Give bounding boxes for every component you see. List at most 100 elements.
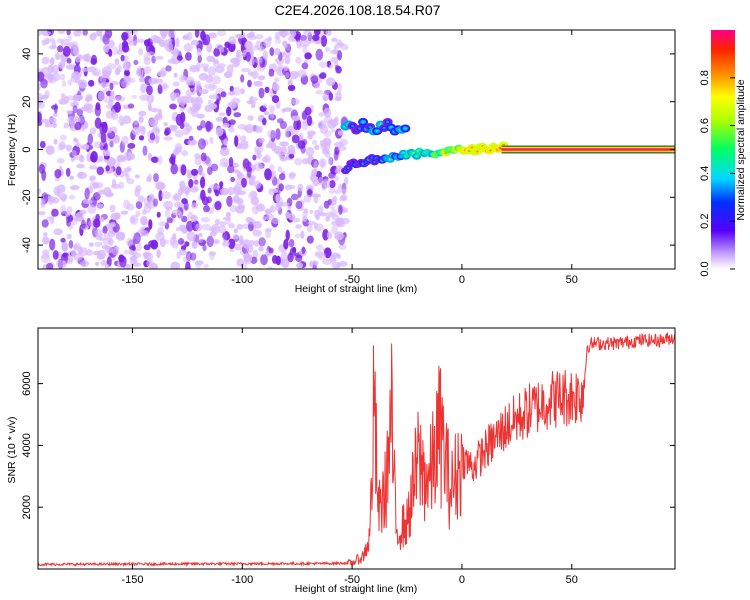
x-tick-label: -150: [121, 574, 143, 586]
noise-speckle: [45, 145, 55, 156]
noise-speckle: [334, 168, 341, 174]
noise-speckle: [133, 59, 139, 66]
noise-speckle: [64, 95, 69, 104]
noise-speckle: [248, 239, 255, 246]
noise-speckle: [334, 231, 344, 241]
noise-speckle: [46, 196, 56, 203]
noise-speckle: [228, 127, 235, 133]
noise-speckle: [245, 51, 251, 62]
noise-speckle: [301, 62, 309, 70]
noise-speckle: [134, 187, 140, 198]
noise-speckle: [227, 164, 235, 174]
noise-speckle: [250, 196, 259, 206]
noise-speckle: [258, 137, 265, 143]
noise-speckle: [158, 189, 163, 202]
noise-speckle: [76, 163, 85, 169]
noise-speckle: [313, 160, 318, 171]
snr-frame: [37, 327, 676, 570]
noise-speckle: [148, 77, 158, 85]
branch-blob: [388, 158, 392, 161]
x-tick-label: -50: [344, 574, 360, 586]
noise-speckle: [142, 219, 149, 226]
noise-speckle: [200, 152, 207, 162]
noise-speckle: [74, 242, 81, 250]
noise-speckle: [199, 63, 210, 69]
noise-speckle: [105, 165, 110, 172]
noise-speckle: [68, 240, 74, 249]
noise-speckle: [175, 113, 183, 126]
frequency-branches: [340, 117, 675, 175]
noise-speckle: [237, 190, 246, 195]
noise-speckle: [189, 186, 199, 193]
colorbar-tick-label: 0.8: [699, 70, 711, 85]
noise-speckle: [104, 245, 114, 254]
noise-speckle: [291, 115, 301, 122]
noise-speckle: [223, 233, 231, 241]
noise-speckle: [102, 33, 110, 45]
noise-speckle: [99, 122, 108, 128]
noise-speckle: [80, 219, 86, 229]
noise-speckle: [302, 30, 312, 36]
noise-speckle: [269, 47, 275, 56]
noise-speckle: [44, 90, 50, 99]
noise-speckle: [92, 182, 100, 189]
noise-speckle: [66, 58, 72, 64]
noise-speckle: [97, 91, 105, 101]
noise-speckle: [339, 196, 347, 202]
noise-speckle: [198, 72, 209, 81]
noise-speckle: [121, 135, 129, 145]
noise-speckle: [188, 178, 194, 189]
noise-speckle: [304, 52, 312, 60]
noise-speckle: [197, 54, 202, 64]
noise-speckle: [140, 83, 147, 94]
noise-speckle: [315, 48, 324, 61]
noise-speckle: [150, 107, 160, 113]
noise-speckle: [254, 148, 261, 155]
colorbar-label: Normalized spectral amplitude: [735, 79, 747, 220]
noise-speckle: [325, 30, 332, 36]
noise-speckle: [208, 226, 217, 232]
noise-speckle: [165, 206, 173, 211]
noise-speckle: [246, 244, 254, 253]
noise-speckle: [219, 147, 230, 157]
noise-speckle: [188, 135, 194, 141]
noise-speckle: [196, 47, 202, 56]
noise-speckle: [324, 112, 331, 119]
noise-speckle: [292, 246, 297, 253]
noise-speckle: [82, 30, 88, 36]
snr-x-axis-label: Height of straight line (km): [295, 583, 418, 595]
noise-speckle: [222, 122, 230, 128]
noise-speckle: [337, 130, 344, 136]
noise-speckle: [89, 177, 95, 182]
noise-speckle: [180, 105, 185, 113]
noise-speckle: [323, 115, 333, 124]
noise-speckle: [102, 151, 111, 157]
noise-speckle: [328, 187, 336, 194]
noise-speckle: [122, 115, 132, 125]
noise-speckle: [337, 82, 342, 93]
noise-speckle: [247, 79, 252, 88]
noise-speckle: [331, 225, 338, 235]
noise-speckle: [74, 116, 81, 123]
noise-speckle: [140, 230, 149, 237]
noise-speckle: [96, 203, 104, 209]
noise-speckle: [287, 144, 296, 155]
noise-speckle: [38, 111, 42, 123]
noise-speckle: [41, 31, 51, 36]
noise-speckle: [48, 117, 57, 124]
noise-speckle: [225, 211, 232, 218]
noise-speckle: [144, 252, 154, 261]
noise-speckle: [175, 227, 181, 232]
noise-speckle: [46, 216, 52, 221]
noise-speckle: [320, 35, 328, 47]
noise-speckle: [181, 215, 188, 223]
noise-speckle: [195, 260, 204, 266]
branch-blob: [351, 124, 354, 128]
noise-speckle: [69, 185, 80, 191]
noise-speckle: [322, 229, 329, 241]
noise-speckle: [143, 57, 151, 66]
branch-blob: [361, 120, 365, 124]
noise-speckle: [94, 105, 102, 117]
noise-speckle: [78, 79, 88, 89]
